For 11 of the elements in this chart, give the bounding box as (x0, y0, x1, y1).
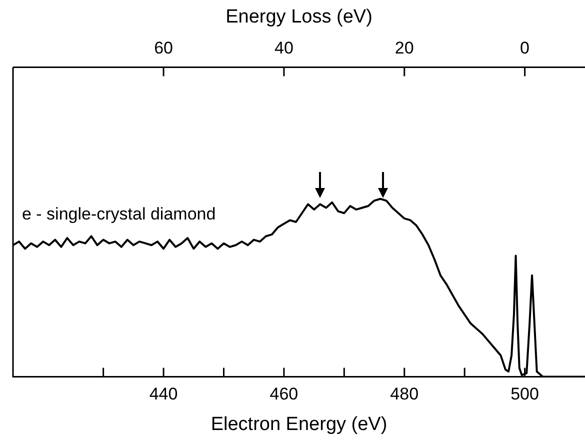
x-tick-label: 500 (510, 384, 539, 404)
x-tick-label: 440 (149, 384, 178, 404)
x2-tick-label: 20 (394, 38, 414, 58)
x2-tick-label: 0 (520, 38, 530, 58)
x-tick-label: 460 (270, 384, 298, 404)
x2-axis-title: Energy Loss (eV) (226, 6, 372, 28)
x2-tick-label: 40 (274, 38, 294, 58)
x-axis-title: Electron Energy (eV) (210, 414, 388, 435)
x-tick-label: 480 (390, 384, 419, 404)
series-label: e - single-crystal diamond (22, 204, 216, 224)
x2-tick-label: 60 (154, 38, 173, 58)
